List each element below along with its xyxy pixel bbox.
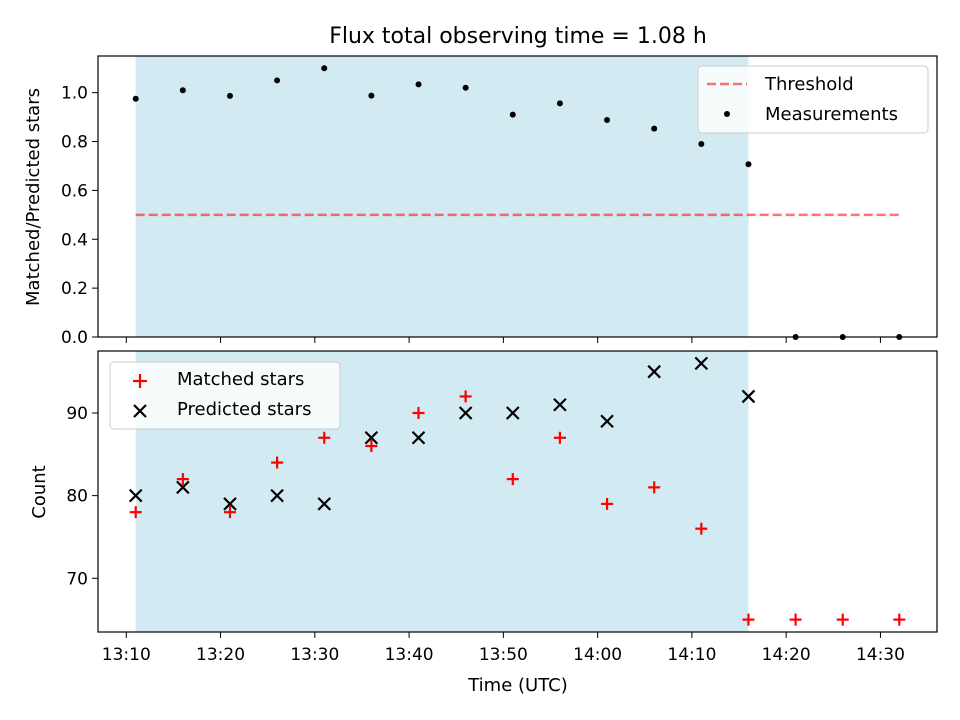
- predicted-star-point: [176, 480, 190, 495]
- measurement-point: [368, 92, 375, 99]
- bottom-legend: Matched stars Predicted stars: [109, 361, 341, 430]
- xtick-label: 14:00: [573, 645, 622, 665]
- measurement-point: [462, 84, 469, 91]
- bottom-legend-box: [109, 361, 341, 430]
- bottom-plot-frame: [97, 350, 938, 633]
- measurement-point: [556, 100, 563, 107]
- xlabel: Time (UTC): [467, 675, 568, 696]
- matched-star-point: [223, 506, 236, 519]
- xtick-label: 13:10: [102, 645, 151, 665]
- matched-star-point: [129, 506, 142, 519]
- top-ytick-label: 0.8: [61, 133, 88, 153]
- matched-star-point: [459, 390, 472, 403]
- xtick-label: 13:20: [196, 645, 245, 665]
- matched-star-point: [271, 456, 284, 469]
- predicted-star-point: [411, 431, 426, 445]
- legend-measurements-label: Measurements: [765, 104, 898, 125]
- top-plot-frame: [97, 55, 938, 338]
- matched-star-point: [742, 613, 755, 626]
- measurement-point: [651, 125, 658, 132]
- top-observing-span: [135, 56, 749, 337]
- predicted-star-point: [600, 414, 614, 429]
- predicted-star-point: [458, 406, 473, 420]
- bottom-ytick-label: 80: [66, 487, 88, 507]
- matched-star-point: [412, 406, 425, 419]
- matched-star-point: [695, 522, 708, 535]
- predicted-star-point: [647, 364, 661, 379]
- top-axes-layer: 0.0 0.2 0.4 0.6 0.8 1.0: [61, 55, 938, 348]
- measurement-point: [604, 117, 611, 124]
- predicted-star-point: [741, 389, 756, 404]
- xtick-label: 13:50: [479, 645, 528, 665]
- measurement-point: [509, 111, 516, 118]
- bottom-panel: 70 80 90 13:10 13:20 13:30 13:40 13:50 14:00 14:1…: [29, 350, 938, 696]
- bottom-ytick-label: 90: [66, 404, 88, 424]
- top-ytick-label: 0.4: [61, 230, 88, 250]
- measurement-point: [226, 92, 233, 99]
- measurement-point: [274, 77, 281, 84]
- legend-predicted-label: Predicted stars: [177, 399, 311, 420]
- xtick-label: 13:40: [385, 645, 434, 665]
- matched-star-point: [648, 481, 661, 494]
- top-panel: 0.0 0.2 0.4 0.6 0.8 1.0 Matched/Predicted sta…: [23, 55, 938, 348]
- measurement-point: [415, 81, 422, 88]
- top-ytick-label: 0.6: [61, 181, 88, 201]
- xtick-label: 14:20: [762, 645, 811, 665]
- top-legend-box: [697, 65, 929, 134]
- legend-predicted-swatch: [133, 404, 147, 418]
- measurement-point: [179, 87, 186, 94]
- matched-star-point: [789, 613, 802, 626]
- predicted-star-point: [270, 488, 284, 503]
- chart-title: Flux total observing time = 1.08 h: [329, 24, 707, 49]
- predicted-star-point: [553, 397, 567, 412]
- predicted-star-point: [128, 488, 143, 503]
- matched-star-point: [836, 613, 849, 626]
- top-ylabel: Matched/Predicted stars: [23, 88, 44, 306]
- bottom-ytick-label: 70: [66, 569, 88, 589]
- xtick-label: 14:10: [667, 645, 716, 665]
- bottom-ylabel: Count: [29, 465, 50, 518]
- top-points-layer: [132, 65, 903, 340]
- legend-measurements-swatch: [724, 111, 730, 117]
- top-ytick-label: 0.0: [61, 328, 88, 348]
- measurement-point: [698, 140, 705, 147]
- top-span-layer: [135, 56, 749, 337]
- xtick-label: 14:30: [856, 645, 905, 665]
- matched-star-point: [553, 431, 566, 444]
- matched-star-point: [601, 497, 614, 510]
- top-ytick-label: 1.0: [61, 84, 88, 104]
- predicted-star-point: [506, 406, 520, 420]
- measurement-point: [132, 95, 139, 102]
- xtick-label: 13:30: [290, 645, 339, 665]
- matched-star-point: [318, 431, 331, 444]
- matched-star-point: [365, 440, 378, 453]
- matched-star-point: [893, 613, 906, 626]
- matched-star-point: [176, 473, 189, 486]
- top-legend: Threshold Measurements: [697, 65, 929, 134]
- legend-matched-swatch: [133, 374, 147, 388]
- measurement-point: [321, 65, 328, 72]
- predicted-star-point: [223, 497, 237, 511]
- legend-matched-label: Matched stars: [177, 369, 304, 390]
- legend-threshold-label: Threshold: [764, 74, 854, 95]
- matched-star-point: [506, 473, 519, 486]
- predicted-star-point: [364, 431, 379, 445]
- predicted-star-point: [317, 497, 332, 511]
- top-ytick-label: 0.2: [61, 279, 88, 299]
- bottom-points-layer: [128, 356, 906, 626]
- bottom-axes-layer: 70 80 90 13:10 13:20 13:30 13:40 13:50 14:00 14:1…: [66, 350, 938, 665]
- measurement-point: [745, 161, 752, 168]
- predicted-star-point: [694, 356, 709, 371]
